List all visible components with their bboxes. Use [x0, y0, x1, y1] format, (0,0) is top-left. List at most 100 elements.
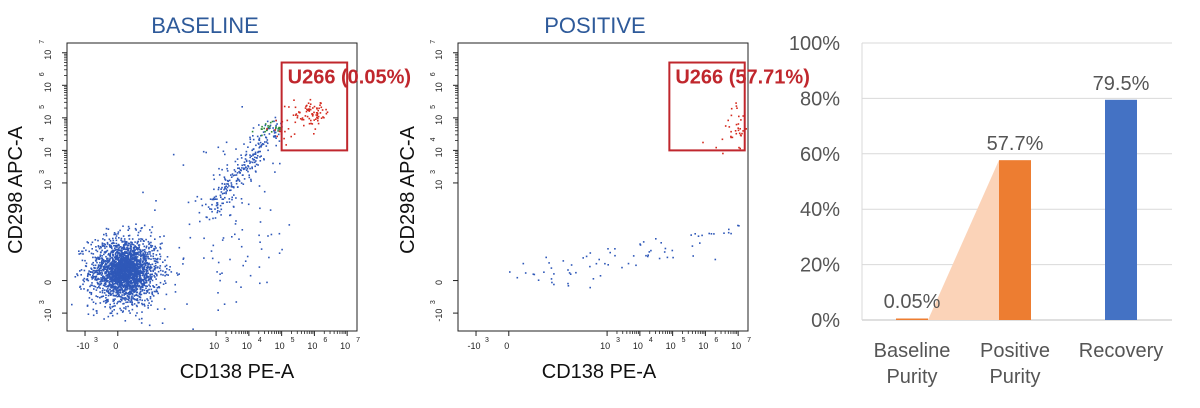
- baseline-event: [133, 303, 136, 305]
- baseline-event: [299, 118, 302, 120]
- baseline-event: [214, 208, 216, 210]
- baseline-event: [97, 283, 99, 285]
- baseline-event: [96, 267, 99, 269]
- baseline-event: [126, 270, 128, 273]
- baseline-event: [131, 243, 134, 246]
- baseline-event: [112, 273, 115, 276]
- baseline-event: [258, 266, 261, 268]
- baseline-event: [141, 270, 143, 273]
- baseline-event: [122, 310, 124, 312]
- baseline-event: [94, 278, 96, 280]
- baseline-event: [139, 271, 141, 273]
- positive-event: [742, 130, 744, 132]
- baseline-event: [269, 209, 272, 211]
- baseline-event: [251, 149, 253, 152]
- baseline-event: [258, 234, 260, 237]
- baseline-event: [147, 263, 150, 266]
- baseline-event: [110, 312, 113, 314]
- positive-event: [671, 249, 674, 252]
- baseline-event: [134, 257, 137, 259]
- baseline-event: [141, 285, 144, 288]
- baseline-event: [130, 253, 133, 255]
- baseline-event: [124, 283, 126, 285]
- baseline-event: [260, 146, 262, 148]
- baseline-event: [216, 204, 218, 207]
- baseline-event: [252, 138, 255, 141]
- baseline-event: [109, 284, 111, 286]
- baseline-event: [235, 197, 237, 199]
- baseline-event: [142, 279, 144, 282]
- baseline-event: [136, 271, 139, 274]
- baseline-event: [117, 262, 120, 264]
- bar-y-tick-label: 80%: [800, 88, 840, 110]
- baseline-event: [115, 294, 118, 297]
- baseline-event: [105, 271, 107, 274]
- baseline-event: [265, 141, 268, 143]
- baseline-event: [152, 286, 155, 288]
- baseline-event: [105, 265, 108, 268]
- baseline-event: [137, 273, 139, 275]
- baseline-event: [129, 282, 132, 285]
- baseline-event: [211, 210, 213, 213]
- baseline-event: [313, 119, 315, 121]
- baseline-event: [103, 233, 105, 236]
- baseline-event: [141, 299, 143, 302]
- baseline-title: BASELINE: [151, 13, 259, 38]
- baseline-event: [132, 297, 134, 300]
- baseline-event: [91, 241, 94, 244]
- positive-title: POSITIVE: [544, 13, 645, 38]
- baseline-event: [135, 304, 138, 307]
- baseline-gate: [280, 61, 349, 152]
- baseline-event: [107, 315, 110, 318]
- baseline-event: [151, 291, 153, 293]
- baseline-event: [95, 275, 98, 278]
- baseline-event: [147, 276, 149, 279]
- baseline-event: [275, 137, 277, 139]
- baseline-event: [103, 280, 106, 282]
- baseline-event: [129, 277, 132, 279]
- baseline-event: [321, 109, 324, 111]
- baseline-event: [116, 280, 119, 283]
- baseline-event: [87, 272, 90, 274]
- baseline-event: [257, 142, 260, 145]
- baseline-event: [115, 239, 118, 242]
- baseline-event: [136, 242, 139, 245]
- baseline-event: [235, 148, 237, 150]
- baseline-event: [230, 189, 232, 191]
- positive-y-tick-label: 10: [434, 50, 444, 60]
- baseline-event: [140, 265, 143, 268]
- baseline-event: [109, 279, 111, 281]
- baseline-event: [254, 165, 256, 168]
- baseline-event: [102, 267, 105, 269]
- baseline-y-tick-exp: 6: [39, 72, 46, 76]
- baseline-event: [164, 271, 167, 273]
- baseline-event: [134, 241, 136, 243]
- baseline-event: [135, 284, 137, 287]
- baseline-event: [149, 297, 152, 300]
- baseline-event: [116, 276, 119, 278]
- baseline-event: [149, 264, 152, 266]
- baseline-event: [149, 280, 151, 283]
- baseline-event: [147, 253, 149, 256]
- baseline-x-tick-exp: 3: [225, 337, 229, 344]
- baseline-event: [257, 150, 260, 153]
- baseline-event: [301, 118, 303, 121]
- baseline-event: [111, 277, 114, 279]
- baseline-event: [111, 247, 113, 250]
- baseline-event: [131, 295, 133, 297]
- baseline-event: [215, 195, 217, 198]
- baseline-event: [150, 258, 152, 260]
- positive-x-tick-label: 10: [698, 341, 708, 351]
- baseline-event: [129, 301, 131, 303]
- baseline-event: [141, 261, 144, 263]
- baseline-event: [121, 270, 124, 272]
- baseline-event: [136, 298, 139, 300]
- baseline-event: [247, 146, 249, 148]
- baseline-event: [192, 328, 194, 330]
- baseline-event: [109, 268, 111, 271]
- positive-event: [730, 130, 732, 133]
- baseline-event: [86, 289, 89, 292]
- baseline-event: [123, 284, 126, 287]
- baseline-event: [275, 126, 277, 128]
- baseline-event: [261, 143, 264, 145]
